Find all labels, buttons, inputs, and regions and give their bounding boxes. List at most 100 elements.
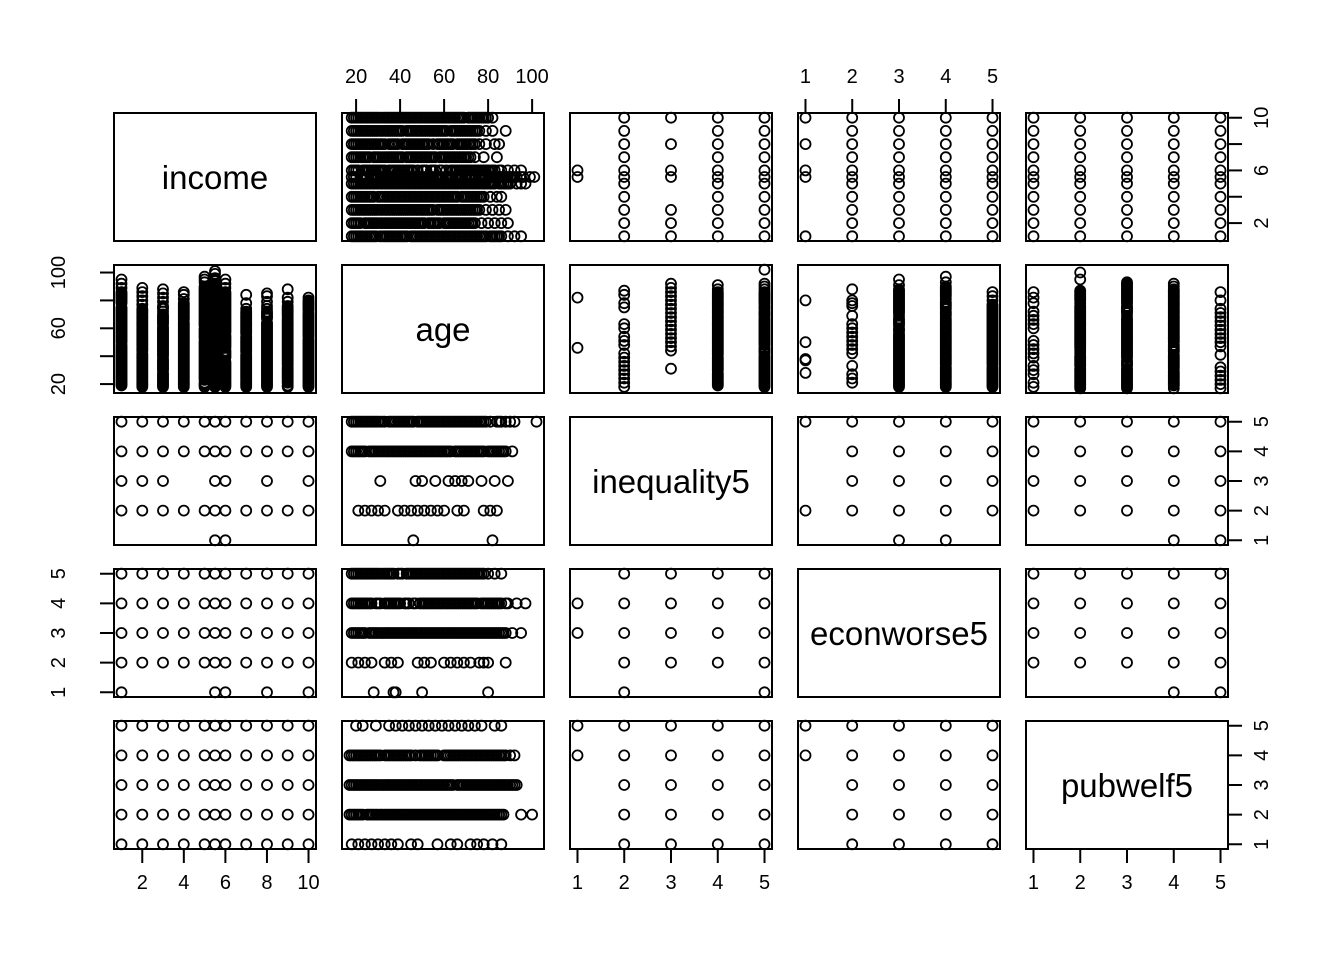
panel-diagonal-econworse5: econworse5 <box>797 568 1001 698</box>
axis-tick-label: 1 <box>1028 872 1039 894</box>
axis-bottom-income: 2 4 6 8 10 <box>137 849 320 894</box>
axis-tick-label: 20 <box>345 66 367 88</box>
axis-tick-label: 4 <box>712 872 723 894</box>
panel-inequality5-vs-pubwelf5 <box>1025 415 1229 547</box>
diagonal-label-inequality5: inequality5 <box>592 463 750 500</box>
axis-tick-label: 3 <box>665 872 676 894</box>
panel-pubwelf5-vs-inequality5 <box>569 719 773 851</box>
panel-econworse5-vs-pubwelf5 <box>1025 567 1229 699</box>
axis-tick-label: 3 <box>48 627 70 638</box>
axis-tick-label: 60 <box>48 317 70 339</box>
panel-border <box>1025 568 1229 698</box>
panel-pubwelf5-vs-age <box>341 719 545 851</box>
panel-border <box>797 416 1001 546</box>
panel-border <box>1025 264 1229 394</box>
panel-pubwelf5-vs-income <box>113 719 317 851</box>
axis-left-age: 20 60 100 <box>48 256 114 395</box>
axis-tick-label: 10 <box>297 872 319 894</box>
panel-border <box>1025 112 1229 242</box>
axis-tick-label: 4 <box>940 66 951 88</box>
axis-tick-label: 5 <box>759 872 770 894</box>
diagonal-label-income: income <box>162 159 268 196</box>
panel-border <box>341 264 545 394</box>
axis-bottom-inequality5: 1 2 3 4 5 <box>572 849 770 894</box>
axis-tick-label: 60 <box>433 66 455 88</box>
panel-border <box>569 720 773 850</box>
axis-tick-label: 100 <box>48 256 70 289</box>
axis-tick-label: 2 <box>1251 505 1273 516</box>
panel-border <box>569 264 773 394</box>
axis-tick-label: 5 <box>987 66 998 88</box>
panel-econworse5-vs-age <box>341 567 545 699</box>
panel-border <box>797 568 1001 698</box>
panel-border <box>569 112 773 242</box>
axis-tick-label: 4 <box>48 598 70 609</box>
panel-border <box>569 568 773 698</box>
axis-tick-label: 5 <box>48 568 70 579</box>
panel-age-vs-income <box>113 264 317 394</box>
panel-border <box>797 264 1001 394</box>
panel-border <box>341 568 545 698</box>
axis-tick-label: 1 <box>800 66 811 88</box>
axis-tick-label: 2 <box>1251 809 1273 820</box>
panel-econworse5-vs-income <box>113 567 317 699</box>
axis-tick-label: 4 <box>1251 750 1273 761</box>
axis-tick-label: 3 <box>1251 475 1273 486</box>
axis-tick-label: 3 <box>1251 779 1273 790</box>
diagonal-label-age: age <box>415 311 470 348</box>
panel-age-vs-pubwelf5 <box>1025 264 1229 395</box>
axis-tick-label: 100 <box>515 66 548 88</box>
axis-tick-label: 6 <box>1251 165 1273 176</box>
axis-tick-label: 6 <box>220 872 231 894</box>
axis-tick-label: 1 <box>572 872 583 894</box>
panel-inequality5-vs-econworse5 <box>797 415 1001 547</box>
panel-inequality5-vs-income <box>113 415 317 547</box>
axis-tick-label: 3 <box>893 66 904 88</box>
panel-border <box>797 720 1001 850</box>
axis-tick-label: 2 <box>847 66 858 88</box>
axis-tick-label: 4 <box>178 872 189 894</box>
panel-border <box>341 720 545 850</box>
panel-border <box>1025 416 1229 546</box>
panel-diagonal-inequality5: inequality5 <box>569 416 773 546</box>
axis-tick-label: 3 <box>1121 872 1132 894</box>
panel-border <box>113 720 317 850</box>
axis-tick-label: 40 <box>389 66 411 88</box>
panel-income-vs-pubwelf5 <box>1025 111 1229 243</box>
axis-tick-label: 1 <box>1251 535 1273 546</box>
axis-tick-label: 20 <box>48 373 70 395</box>
diagonal-label-pubwelf5: pubwelf5 <box>1061 767 1193 804</box>
axis-tick-label: 4 <box>1168 872 1179 894</box>
panel-age-vs-econworse5 <box>797 264 1001 394</box>
panel-border <box>113 112 317 242</box>
panel-border <box>341 112 545 242</box>
axis-tick-label: 1 <box>1251 839 1273 850</box>
axis-bottom-pubwelf5: 1 2 3 4 5 <box>1028 849 1226 894</box>
axis-tick-label: 2 <box>619 872 630 894</box>
panel-inequality5-vs-age <box>341 415 545 547</box>
panel-income-vs-inequality5 <box>569 111 773 243</box>
axis-tick-label: 5 <box>1215 872 1226 894</box>
axis-tick-label: 8 <box>261 872 272 894</box>
axis-top-age: 20 40 60 80 100 <box>345 66 549 113</box>
panel-diagonal-age: age <box>341 264 545 394</box>
axis-tick-label: 5 <box>1251 416 1273 427</box>
axis-tick-label: 2 <box>1075 872 1086 894</box>
axis-tick-label: 1 <box>48 687 70 698</box>
panel-econworse5-vs-inequality5 <box>569 567 773 699</box>
axis-tick-label: 2 <box>48 657 70 668</box>
axis-tick-label: 4 <box>1251 446 1273 457</box>
axis-tick-label: 10 <box>1251 107 1273 129</box>
panel-pubwelf5-vs-econworse5 <box>797 719 1001 851</box>
axis-tick-label: 80 <box>477 66 499 88</box>
panel-income-vs-econworse5 <box>797 111 1001 243</box>
diagonal-label-econworse5: econworse5 <box>810 615 988 652</box>
panel-border <box>569 416 773 546</box>
panel-border <box>797 112 1001 242</box>
axis-right-income: 2 6 10 <box>1228 107 1273 229</box>
axis-tick-label: 2 <box>1251 218 1273 229</box>
panel-diagonal-pubwelf5: pubwelf5 <box>1025 720 1229 850</box>
panel-border <box>113 416 317 546</box>
